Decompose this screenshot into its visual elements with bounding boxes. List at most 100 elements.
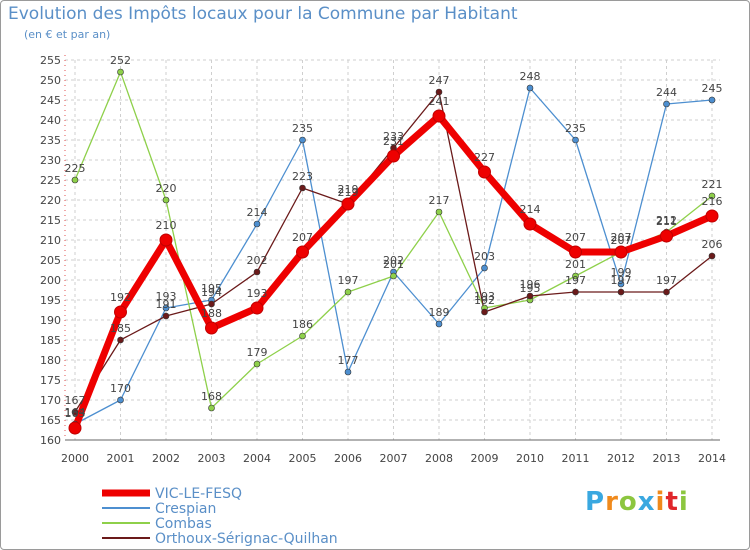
data-label: 216 — [702, 195, 723, 208]
data-point — [162, 312, 170, 320]
y-tick-label: 235 — [40, 134, 61, 147]
x-tick-label: 2003 — [198, 452, 226, 465]
data-label: 211 — [656, 215, 677, 228]
data-label: 212 — [656, 214, 677, 227]
data-point — [71, 408, 79, 416]
data-point — [708, 96, 716, 104]
y-tick-label: 175 — [40, 374, 61, 387]
y-tick-label: 165 — [40, 414, 61, 427]
data-label: 201 — [383, 258, 404, 271]
axes: 160 165 170 175 180 185 190 195 200 205 210 215 220 2… — [40, 54, 726, 465]
data-label: 163 — [65, 407, 86, 420]
data-point — [708, 192, 716, 200]
data-label: 170 — [110, 382, 131, 395]
x-tick-label: 2010 — [516, 452, 544, 465]
data-point — [435, 320, 443, 328]
data-point — [299, 136, 306, 144]
y-tick-label: 245 — [40, 94, 61, 107]
data-point — [253, 220, 261, 228]
data-point — [205, 321, 218, 335]
data-point — [117, 396, 124, 404]
data-label: 223 — [292, 170, 313, 183]
data-label: 214 — [520, 203, 541, 216]
x-tick-label: 2004 — [243, 452, 271, 465]
data-point — [481, 264, 488, 272]
y-tick-label: 255 — [40, 54, 61, 67]
data-point — [71, 176, 79, 184]
data-label: 195 — [201, 282, 222, 295]
data-label: 197 — [338, 274, 359, 287]
y-tick-label: 215 — [40, 214, 61, 227]
y-tick-label: 225 — [40, 174, 61, 187]
data-point — [208, 300, 215, 308]
data-point — [253, 268, 261, 276]
data-point — [708, 252, 716, 260]
data-label: 214 — [247, 206, 268, 219]
data-label: 231 — [383, 135, 404, 148]
data-label: 202 — [383, 254, 404, 267]
data-label: 197 — [565, 274, 586, 287]
y-tick-label: 210 — [40, 234, 61, 247]
data-label: 179 — [247, 346, 268, 359]
data-point — [162, 304, 170, 312]
series-layer — [68, 68, 719, 435]
chart-title: Evolution des Impôts locaux pour la Comm… — [8, 4, 518, 24]
data-label: 191 — [156, 298, 177, 311]
data-label: 207 — [611, 234, 632, 247]
data-label: 252 — [110, 54, 131, 67]
data-label: 235 — [292, 122, 313, 135]
data-point — [663, 100, 670, 108]
y-tick-label: 185 — [40, 334, 61, 347]
data-point — [299, 332, 306, 340]
data-label: 227 — [474, 151, 495, 164]
y-tick-label: 190 — [40, 314, 61, 327]
y-tick-label: 160 — [40, 434, 61, 447]
data-label: 196 — [520, 278, 541, 291]
y-tick-label: 250 — [40, 74, 61, 87]
data-label: 203 — [474, 250, 495, 263]
data-label: 241 — [429, 95, 450, 108]
data-label: 233 — [383, 130, 404, 143]
data-point — [162, 196, 170, 204]
x-tick-label: 2014 — [698, 452, 726, 465]
data-label: 193 — [247, 287, 268, 300]
logo-letter: i — [655, 487, 666, 517]
legend-label: Combas — [155, 516, 212, 532]
data-point — [705, 209, 719, 223]
data-label: 164 — [65, 406, 86, 419]
x-tick-label: 2006 — [334, 452, 362, 465]
y-tick-label: 180 — [40, 354, 61, 367]
data-label: 220 — [156, 182, 177, 195]
legend-label: VIC-LE-FESQ — [155, 486, 242, 502]
data-point — [341, 197, 355, 211]
data-point — [159, 233, 173, 247]
data-point — [614, 245, 628, 259]
data-point — [572, 288, 579, 296]
x-tick-label: 2013 — [653, 452, 681, 465]
data-label: 192 — [474, 294, 495, 307]
data-point — [523, 217, 537, 231]
data-point — [572, 136, 579, 144]
data-point — [296, 245, 309, 259]
y-tick-label: 205 — [40, 254, 61, 267]
data-point — [526, 84, 534, 92]
logo-letter: o — [618, 487, 638, 517]
data-point — [114, 305, 127, 319]
data-label: 207 — [565, 231, 586, 244]
data-point — [478, 165, 491, 179]
data-point — [117, 336, 124, 344]
data-label: 207 — [611, 231, 632, 244]
data-point — [344, 368, 352, 376]
data-label: 168 — [201, 390, 222, 403]
y-tick-label: 200 — [40, 274, 61, 287]
data-point — [250, 301, 264, 315]
data-point — [390, 272, 397, 280]
data-label: 189 — [429, 306, 450, 319]
data-point — [387, 149, 400, 163]
data-point — [660, 229, 673, 243]
data-label: 197 — [611, 274, 632, 287]
data-point — [435, 88, 443, 96]
data-label: 248 — [520, 70, 541, 83]
data-label: 219 — [338, 183, 359, 196]
